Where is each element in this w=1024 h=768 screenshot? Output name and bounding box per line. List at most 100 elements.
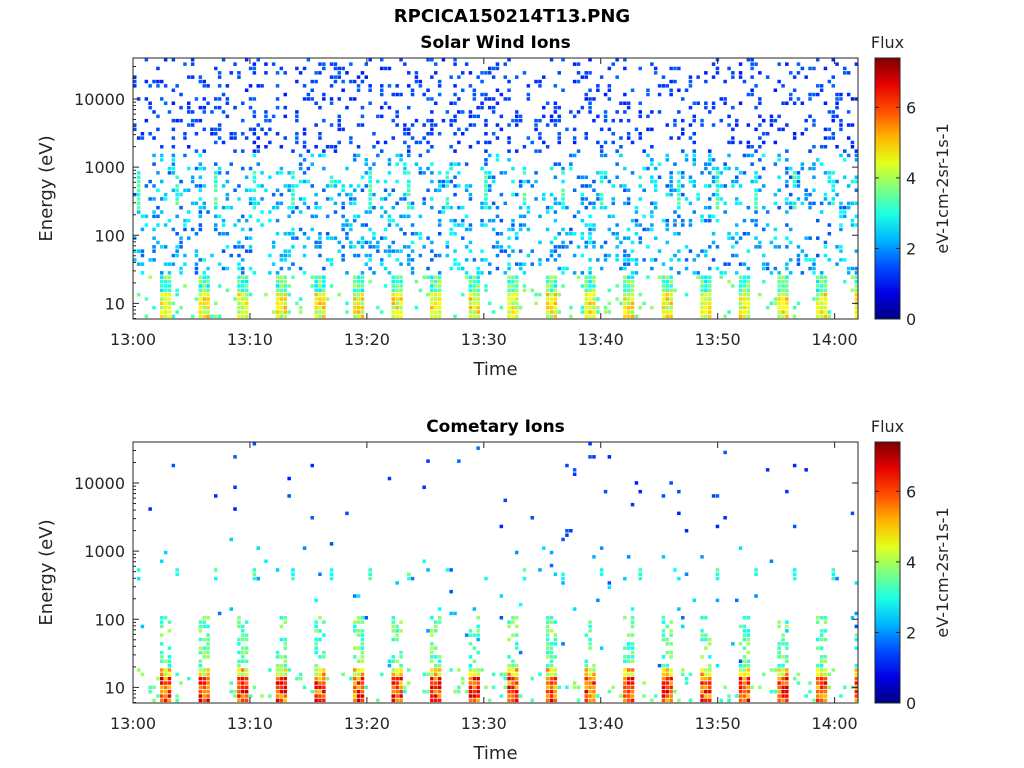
- heatmap-cell: [765, 266, 770, 271]
- heatmap-cell: [715, 524, 720, 529]
- heatmap-cell: [623, 292, 627, 297]
- heatmap-cell: [298, 179, 303, 184]
- heatmap-cell: [696, 271, 700, 275]
- heatmap-cell: [360, 650, 365, 655]
- heatmap-cell: [515, 118, 519, 123]
- heatmap-cell: [700, 672, 704, 677]
- heatmap-cell: [827, 201, 832, 206]
- heatmap-cell: [580, 271, 585, 275]
- heatmap-cell: [603, 258, 608, 262]
- heatmap-cell: [464, 62, 469, 66]
- heatmap-cell: [233, 62, 237, 66]
- heatmap-cell: [217, 136, 222, 140]
- heatmap-cell: [843, 66, 847, 71]
- heatmap-cell: [194, 184, 199, 188]
- heatmap-cell: [839, 214, 843, 219]
- heatmap-cell: [623, 297, 627, 301]
- heatmap-cell: [295, 184, 299, 188]
- heatmap-cell: [754, 179, 758, 184]
- heatmap-cell: [244, 297, 249, 301]
- heatmap-cell: [167, 676, 172, 681]
- heatmap-cell: [742, 616, 747, 620]
- heatmap-cell: [175, 188, 179, 192]
- heatmap-cell: [395, 637, 399, 642]
- heatmap-cell: [264, 292, 268, 297]
- heatmap-cell: [661, 292, 666, 297]
- heatmap-cell: [549, 689, 554, 694]
- heatmap-cell: [615, 258, 619, 262]
- heatmap-cell: [669, 310, 673, 314]
- heatmap-cell: [360, 629, 365, 633]
- heatmap-cell: [615, 110, 619, 114]
- heatmap-cell: [742, 305, 747, 310]
- heatmap-cell: [650, 110, 654, 114]
- heatmap-cell: [310, 153, 314, 158]
- heatmap-cell: [160, 633, 164, 637]
- heatmap-cell: [380, 114, 384, 119]
- heatmap-cell: [584, 197, 588, 201]
- heatmap-cell: [395, 698, 399, 703]
- heatmap-cell: [472, 689, 477, 694]
- heatmap-cell: [190, 314, 195, 319]
- heatmap-cell: [306, 236, 311, 240]
- heatmap-cell: [731, 184, 735, 188]
- heatmap-cell: [592, 288, 596, 293]
- heatmap-cell: [843, 205, 847, 210]
- heatmap-cell: [383, 140, 388, 145]
- heatmap-cell: [827, 258, 832, 262]
- heatmap-cell: [553, 305, 558, 310]
- heatmap-cell: [738, 62, 743, 66]
- heatmap-cell: [634, 205, 639, 210]
- heatmap-cell: [472, 681, 477, 685]
- heatmap-cell: [283, 620, 287, 624]
- heatmap-cell: [387, 253, 392, 258]
- heatmap-cell: [816, 646, 820, 650]
- heatmap-cell: [434, 698, 438, 703]
- heatmap-cell: [160, 245, 164, 249]
- heatmap-cell: [221, 218, 226, 223]
- heatmap-cell: [626, 292, 631, 297]
- heatmap-cell: [684, 681, 689, 685]
- heatmap-cell: [484, 149, 488, 153]
- heatmap-cell: [677, 171, 681, 175]
- heatmap-cell: [395, 223, 399, 227]
- heatmap-cell: [252, 149, 257, 153]
- heatmap-cell: [329, 568, 334, 572]
- heatmap-cell: [476, 681, 480, 685]
- heatmap-cell: [237, 245, 241, 249]
- heatmap-cell: [491, 227, 496, 232]
- heatmap-cell: [314, 698, 318, 703]
- heatmap-cell: [750, 145, 754, 149]
- heatmap-cell: [592, 685, 596, 690]
- heatmap-cell: [244, 310, 249, 314]
- heatmap-cell: [522, 192, 527, 197]
- heatmap-cell: [476, 266, 480, 271]
- heatmap-cell: [171, 158, 176, 162]
- heatmap-cell: [229, 607, 233, 611]
- heatmap-cell: [854, 624, 859, 629]
- heatmap-cell: [275, 305, 280, 310]
- heatmap-cell: [445, 253, 450, 258]
- heatmap-cell: [576, 62, 581, 66]
- heatmap-cell: [623, 310, 627, 314]
- heatmap-cell: [244, 236, 249, 240]
- heatmap-cell: [283, 659, 287, 663]
- heatmap-cell: [592, 672, 596, 677]
- heatmap-cell: [515, 110, 519, 114]
- heatmap-cell: [171, 88, 176, 92]
- heatmap-cell: [661, 694, 666, 698]
- heatmap-cell: [372, 232, 376, 236]
- heatmap-cell: [221, 58, 226, 62]
- heatmap-cell: [133, 258, 137, 262]
- heatmap-cell: [569, 305, 573, 310]
- heatmap-cell: [241, 297, 245, 301]
- heatmap-cell: [484, 171, 488, 175]
- heatmap-cell: [383, 210, 388, 214]
- heatmap-cell: [372, 132, 376, 136]
- heatmap-cell: [553, 620, 558, 624]
- heatmap-cell: [630, 646, 635, 650]
- heatmap-cell: [592, 681, 596, 685]
- heatmap-cell: [727, 236, 731, 240]
- heatmap-cell: [584, 310, 588, 314]
- heatmap-cell: [742, 171, 747, 175]
